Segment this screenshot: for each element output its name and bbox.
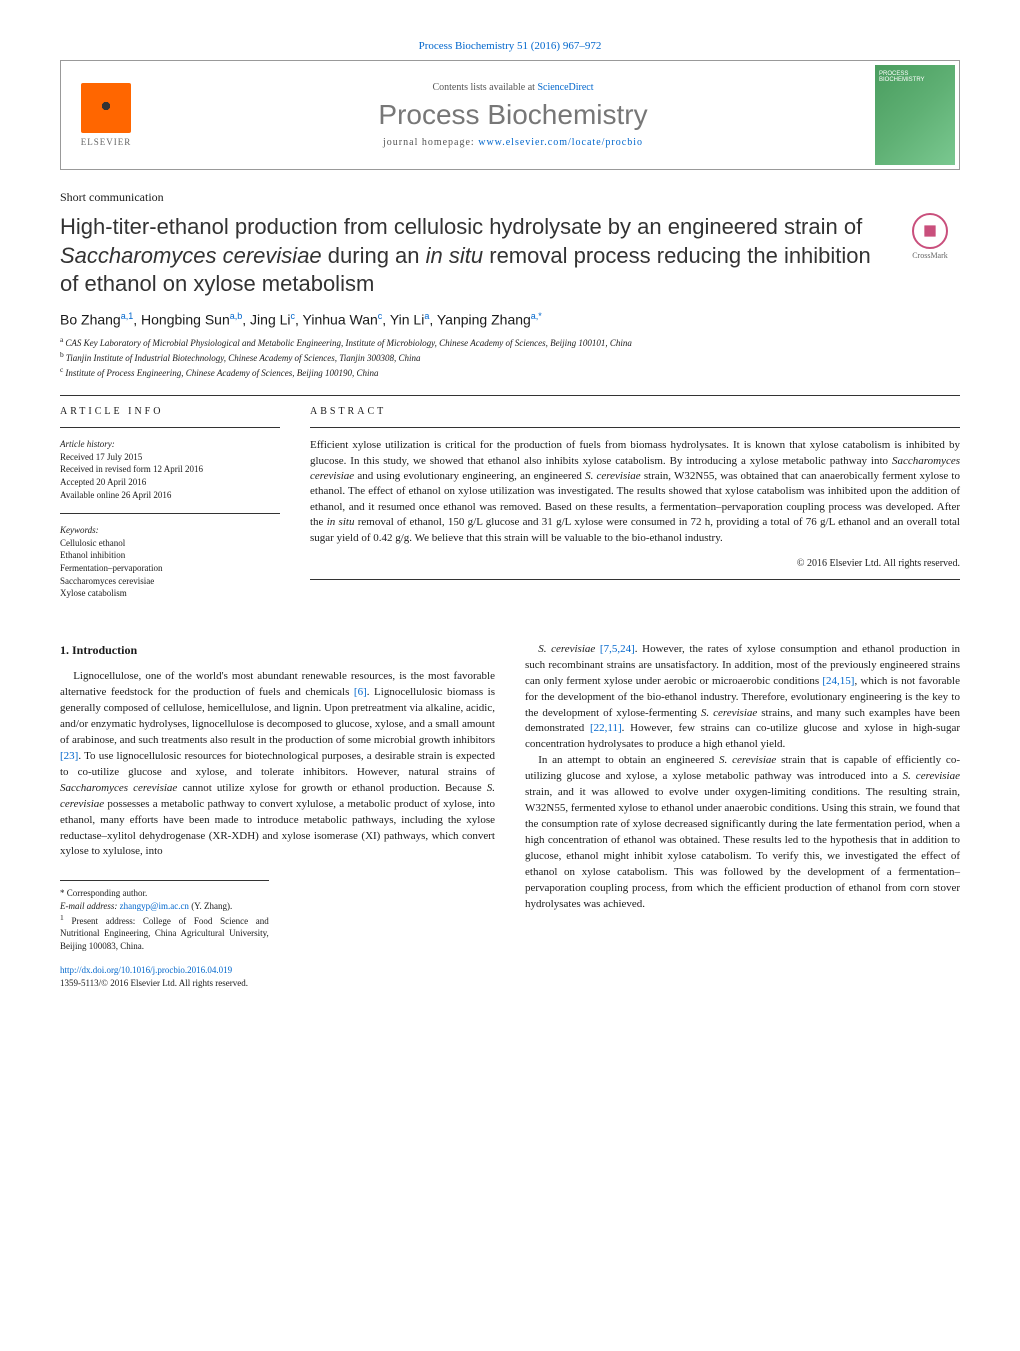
keywords-block: Keywords: Cellulosic ethanol Ethanol inh… <box>60 524 280 600</box>
history-line: Accepted 20 April 2016 <box>60 476 280 489</box>
keyword: Ethanol inhibition <box>60 549 280 562</box>
affiliation: cInstitute of Process Engineering, Chine… <box>60 365 960 380</box>
footnotes: * Corresponding author. E-mail address: … <box>60 880 269 952</box>
body-columns: 1. Introduction Lignocellulose, one of t… <box>60 642 960 991</box>
elsevier-logo: ELSEVIER <box>61 61 151 169</box>
affiliation-text: Tianjin Institute of Industrial Biotechn… <box>66 353 421 363</box>
crossmark-icon <box>912 213 948 249</box>
history-title: Article history: <box>60 438 280 451</box>
history-line: Received 17 July 2015 <box>60 451 280 464</box>
abstract: ABSTRACT Efficient xylose utilization is… <box>310 406 960 612</box>
present-address-note: 1 Present address: College of Food Scien… <box>60 913 269 953</box>
doi-link[interactable]: http://dx.doi.org/10.1016/j.procbio.2016… <box>60 965 232 975</box>
body-left-column: 1. Introduction Lignocellulose, one of t… <box>60 642 495 991</box>
article-info-header: ARTICLE INFO <box>60 406 280 417</box>
divider <box>60 427 280 428</box>
crossmark-badge[interactable]: CrossMark <box>900 213 960 260</box>
divider <box>60 395 960 396</box>
intro-heading: 1. Introduction <box>60 642 495 659</box>
email-label: E-mail address: <box>60 901 120 911</box>
history-line: Available online 26 April 2016 <box>60 489 280 502</box>
crossmark-label: CrossMark <box>900 251 960 260</box>
body-paragraph: S. cerevisiae [7,5,24]. However, the rat… <box>525 642 960 754</box>
journal-name: Process Biochemistry <box>151 99 875 131</box>
email-link[interactable]: zhangyp@im.ac.cn <box>120 901 189 911</box>
email-name: (Y. Zhang). <box>189 901 232 911</box>
email-note: E-mail address: zhangyp@im.ac.cn (Y. Zha… <box>60 900 269 913</box>
section-label: Short communication <box>60 190 960 205</box>
divider <box>310 427 960 428</box>
abstract-header: ABSTRACT <box>310 406 960 417</box>
divider <box>60 513 280 514</box>
keyword: Saccharomyces cerevisiae <box>60 575 280 588</box>
contents-prefix: Contents lists available at <box>432 82 537 93</box>
history-line: Received in revised form 12 April 2016 <box>60 463 280 476</box>
abstract-copyright: © 2016 Elsevier Ltd. All rights reserved… <box>310 558 960 569</box>
contents-line: Contents lists available at ScienceDirec… <box>151 82 875 93</box>
affiliation-text: CAS Key Laboratory of Microbial Physiolo… <box>65 338 632 348</box>
title-row: High-titer-ethanol production from cellu… <box>60 213 960 299</box>
info-abstract-row: ARTICLE INFO Article history: Received 1… <box>60 406 960 612</box>
body-paragraph: Lignocellulose, one of the world's most … <box>60 669 495 860</box>
article-history: Article history: Received 17 July 2015 R… <box>60 438 280 501</box>
header-citation: Process Biochemistry 51 (2016) 967–972 <box>60 40 960 52</box>
affiliation: aCAS Key Laboratory of Microbial Physiol… <box>60 335 960 350</box>
header-center: Contents lists available at ScienceDirec… <box>151 82 875 148</box>
body-right-column: S. cerevisiae [7,5,24]. However, the rat… <box>525 642 960 991</box>
homepage-prefix: journal homepage: <box>383 137 478 148</box>
elsevier-tree-icon <box>81 83 131 133</box>
elsevier-label: ELSEVIER <box>81 137 132 147</box>
affiliations: aCAS Key Laboratory of Microbial Physiol… <box>60 335 960 379</box>
divider <box>310 579 960 580</box>
doi-line: http://dx.doi.org/10.1016/j.procbio.2016… <box>60 964 495 977</box>
affiliation-text: Institute of Process Engineering, Chines… <box>65 368 378 378</box>
authors: Bo Zhanga,1, Hongbing Suna,b, Jing Lic, … <box>60 311 960 328</box>
copyright-footer: 1359-5113/© 2016 Elsevier Ltd. All right… <box>60 977 495 990</box>
affiliation: bTianjin Institute of Industrial Biotech… <box>60 350 960 365</box>
body-paragraph: In an attempt to obtain an engineered S.… <box>525 753 960 912</box>
keyword: Fermentation–pervaporation <box>60 562 280 575</box>
article-title: High-titer-ethanol production from cellu… <box>60 213 888 299</box>
keywords-title: Keywords: <box>60 524 280 537</box>
article-info: ARTICLE INFO Article history: Received 1… <box>60 406 280 612</box>
header-box: ELSEVIER Contents lists available at Sci… <box>60 60 960 170</box>
journal-cover-icon <box>875 65 955 165</box>
corresponding-note: * Corresponding author. <box>60 887 269 900</box>
keyword: Cellulosic ethanol <box>60 537 280 550</box>
homepage-link[interactable]: www.elsevier.com/locate/procbio <box>478 137 643 148</box>
homepage-line: journal homepage: www.elsevier.com/locat… <box>151 137 875 148</box>
sciencedirect-link[interactable]: ScienceDirect <box>537 82 593 93</box>
present-address-text: Present address: College of Food Science… <box>60 916 269 951</box>
abstract-text: Efficient xylose utilization is critical… <box>310 438 960 546</box>
keyword: Xylose catabolism <box>60 587 280 600</box>
